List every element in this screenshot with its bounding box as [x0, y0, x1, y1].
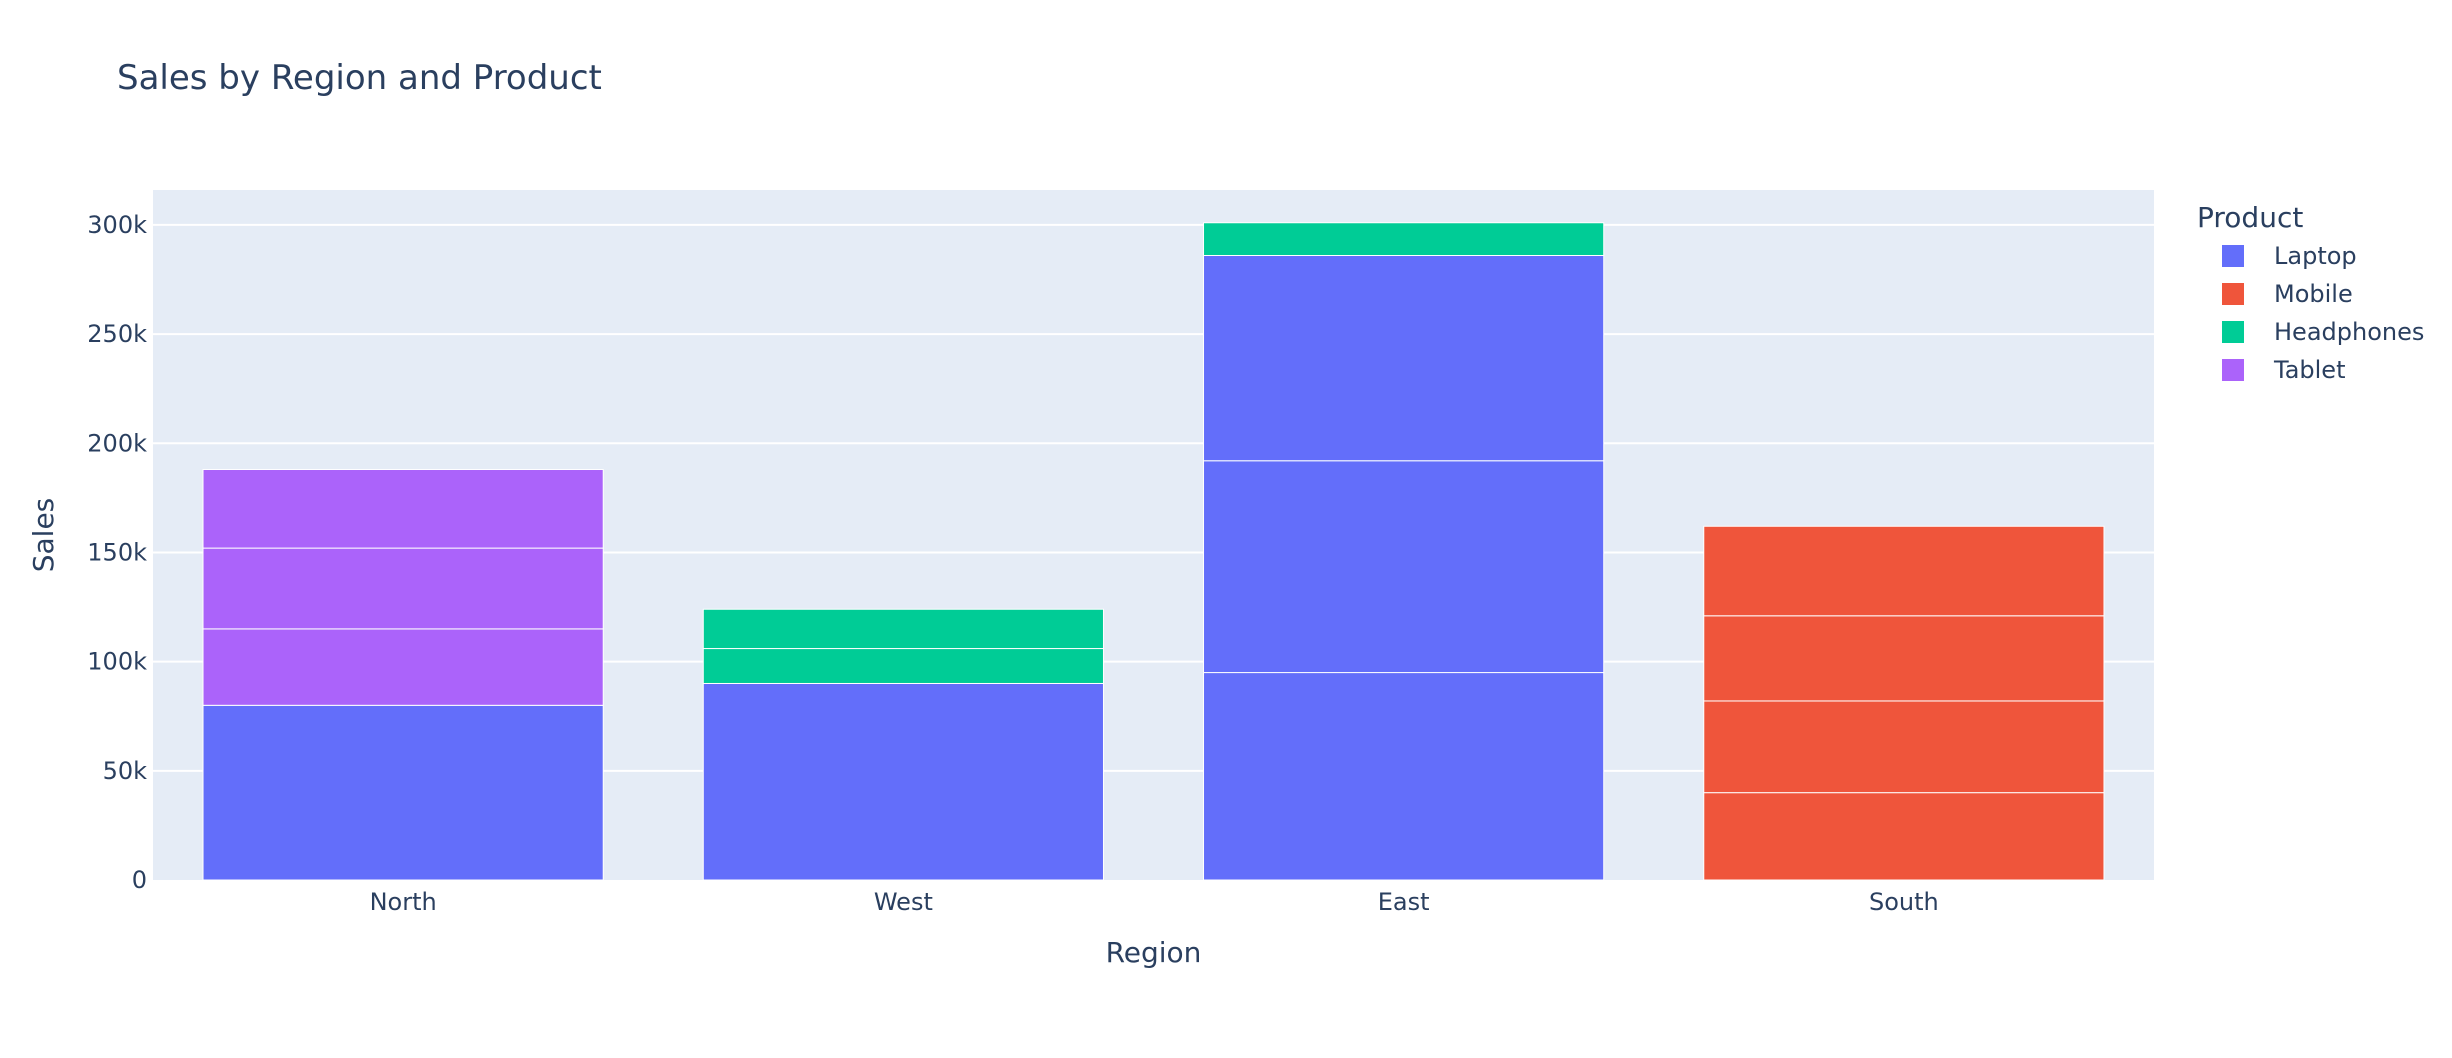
bar-segment-east-laptop[interactable]: [1203, 672, 1605, 881]
bar-segment-north-laptop[interactable]: [202, 704, 604, 881]
y-tick-label: 0: [132, 866, 147, 894]
bar-segment-north-tablet[interactable]: [202, 547, 604, 630]
y-axis-ticks: 0 50k 100k 150k 200k 250k 300k: [87, 211, 147, 894]
bar-segment-east-laptop[interactable]: [1203, 255, 1605, 462]
bar-segment-west-laptop[interactable]: [702, 682, 1104, 881]
legend-swatch-tablet[interactable]: [2222, 359, 2244, 381]
legend-label-tablet[interactable]: Tablet: [2273, 356, 2345, 384]
y-tick-label: 250k: [87, 320, 147, 348]
bar-segment-south-mobile[interactable]: [1703, 700, 2105, 794]
bars: [202, 222, 2105, 881]
bar-segment-west-headphones[interactable]: [702, 608, 1104, 650]
legend-label-laptop[interactable]: Laptop: [2274, 242, 2357, 270]
legend-label-headphones[interactable]: Headphones: [2274, 318, 2424, 346]
bar-segment-west-headphones[interactable]: [702, 648, 1104, 684]
y-tick-label: 200k: [87, 429, 147, 457]
legend-swatch-headphones[interactable]: [2222, 321, 2244, 343]
bar-segment-south-mobile[interactable]: [1703, 792, 2105, 881]
bar-segment-east-headphones[interactable]: [1203, 222, 1605, 257]
x-tick-label: East: [1378, 888, 1430, 916]
y-axis-title: Sales: [27, 498, 60, 573]
x-tick-label: West: [874, 888, 933, 916]
chart-title: Sales by Region and Product: [117, 58, 602, 98]
bar-segment-north-tablet[interactable]: [202, 468, 604, 549]
y-tick-label: 50k: [103, 757, 148, 785]
x-tick-label: North: [370, 888, 437, 916]
x-axis-title: Region: [1106, 936, 1202, 969]
bar-segment-north-tablet[interactable]: [202, 628, 604, 706]
legend-swatch-laptop[interactable]: [2222, 245, 2244, 267]
legend: Product Laptop Mobile Headphones Tablet: [2197, 201, 2424, 384]
bar-segment-east-laptop[interactable]: [1203, 460, 1605, 674]
y-tick-label: 150k: [87, 538, 147, 566]
bar-segment-south-mobile[interactable]: [1703, 525, 2105, 617]
x-tick-label: South: [1869, 888, 1939, 916]
y-tick-label: 100k: [87, 648, 147, 676]
x-axis-ticks: North West East South: [370, 888, 1939, 916]
bar-segment-south-mobile[interactable]: [1703, 615, 2105, 702]
legend-swatch-mobile[interactable]: [2222, 283, 2244, 305]
legend-label-mobile[interactable]: Mobile: [2274, 280, 2353, 308]
legend-title: Product: [2197, 201, 2303, 234]
y-tick-label: 300k: [87, 211, 147, 239]
